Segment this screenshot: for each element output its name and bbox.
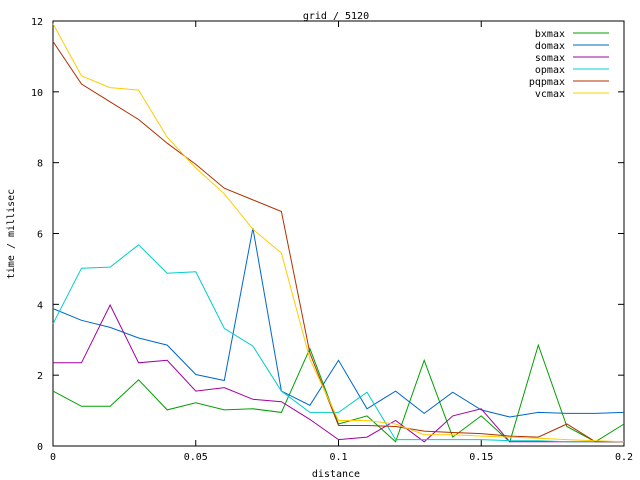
legend-label-vcmax: vcmax xyxy=(535,89,565,100)
x-tick-label: 0.1 xyxy=(329,452,347,463)
legend-label-domax: domax xyxy=(535,41,565,52)
x-tick-label: 0.2 xyxy=(615,452,633,463)
chart-title: grid / 5120 xyxy=(303,11,369,22)
x-tick-label: 0.05 xyxy=(184,452,208,463)
y-tick-label: 8 xyxy=(37,159,43,170)
x-tick-label: 0 xyxy=(50,452,56,463)
x-axis-label: distance xyxy=(312,469,360,480)
legend-label-bxmax: bxmax xyxy=(535,29,565,40)
y-tick-label: 6 xyxy=(37,230,43,241)
series-line-vcmax xyxy=(52,23,625,443)
series-line-opmax xyxy=(52,244,624,443)
y-tick-label: 12 xyxy=(31,17,43,28)
y-axis-label: time / millisec xyxy=(6,189,17,279)
series-lines xyxy=(52,23,625,443)
axes: 0 0.05 0.1 0.15 0.2 0 2 4 6 8 10 12 xyxy=(31,17,633,463)
y-tick-label: 10 xyxy=(31,88,43,99)
y-tick-label: 0 xyxy=(37,442,43,453)
legend-label-opmax: opmax xyxy=(535,65,565,76)
legend-label-somax: somax xyxy=(535,53,565,64)
y-tick-label: 4 xyxy=(37,300,43,311)
x-tick-label: 0.15 xyxy=(469,452,493,463)
series-line-bxmax xyxy=(52,343,625,443)
series-line-somax xyxy=(53,303,624,443)
legend-label-pqpmax: pqpmax xyxy=(529,77,565,88)
y-tick-label: 2 xyxy=(37,371,43,382)
series-line-domax xyxy=(52,228,625,418)
series-line-pqpmax xyxy=(52,41,624,443)
